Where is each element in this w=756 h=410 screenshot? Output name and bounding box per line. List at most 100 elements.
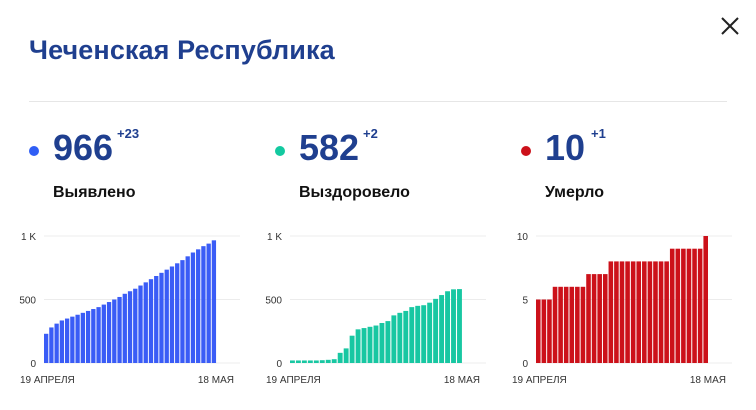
- bar: [75, 314, 80, 363]
- bar: [206, 243, 211, 363]
- bar: [642, 261, 647, 363]
- bar: [201, 246, 206, 363]
- bar: [686, 248, 692, 363]
- bar: [290, 360, 295, 363]
- bar: [580, 286, 586, 363]
- bar: [636, 261, 642, 363]
- bar: [451, 289, 456, 363]
- bar: [49, 327, 54, 363]
- bar: [159, 272, 164, 363]
- y-tick-label: 1 K: [267, 232, 282, 243]
- bar: [295, 360, 301, 363]
- recovered-delta: +2: [363, 126, 378, 141]
- bar: [331, 359, 337, 363]
- bar: [301, 360, 307, 363]
- bar: [185, 256, 190, 363]
- bar: [703, 236, 708, 363]
- bar: [325, 359, 331, 363]
- bar: [619, 261, 625, 363]
- bar: [127, 291, 133, 363]
- bar: [675, 248, 681, 363]
- bar: [653, 261, 658, 363]
- bar: [647, 261, 653, 363]
- chart-confirmed: 0 500 1 K 19 АПРЕЛЯ 18 МАЯ: [19, 232, 240, 386]
- y-tick-label: 0: [522, 359, 528, 370]
- bar: [591, 274, 597, 363]
- bar: [457, 289, 462, 363]
- deaths-delta: +1: [591, 126, 606, 141]
- bar: [59, 320, 65, 363]
- bar: [558, 286, 563, 363]
- bar: [154, 276, 159, 363]
- bar: [563, 286, 569, 363]
- bar: [122, 293, 127, 363]
- bar: [196, 249, 201, 363]
- recovered-dot-icon: [275, 146, 285, 156]
- bar: [319, 360, 325, 363]
- bar: [143, 282, 148, 363]
- y-tick-label: 500: [19, 296, 36, 307]
- bar: [614, 261, 619, 363]
- x-start-label: 19 АПРЕЛЯ: [512, 375, 567, 386]
- bar: [211, 240, 217, 363]
- bar: [190, 252, 196, 363]
- bar: [169, 266, 175, 363]
- bar: [313, 360, 319, 363]
- bar: [117, 296, 122, 363]
- bar: [547, 299, 552, 363]
- bar: [658, 261, 664, 363]
- y-tick-label: 0: [276, 359, 282, 370]
- bar: [138, 285, 143, 363]
- bar: [133, 288, 138, 363]
- confirmed-dot-icon: [29, 146, 39, 156]
- bar: [164, 269, 169, 363]
- bar: [101, 304, 106, 363]
- bar: [373, 325, 379, 363]
- bar: [70, 316, 75, 363]
- bar: [427, 302, 433, 363]
- bar: [80, 312, 85, 363]
- x-end-label: 18 МАЯ: [198, 375, 234, 386]
- bar: [337, 352, 343, 363]
- confirmed-label: Выявлено: [53, 184, 136, 201]
- bar: [575, 286, 580, 363]
- bar: [536, 299, 541, 363]
- bar: [180, 260, 185, 363]
- bar: [361, 328, 367, 363]
- bar: [409, 307, 415, 363]
- bar: [175, 263, 180, 363]
- stat-deaths: 10 +1 Умерло: [521, 126, 741, 216]
- bar: [569, 286, 575, 363]
- recovered-value: 582: [299, 127, 360, 168]
- confirmed-delta: +23: [117, 126, 140, 141]
- x-start-label: 19 АПРЕЛЯ: [266, 375, 321, 386]
- bar: [630, 261, 636, 363]
- bar: [106, 302, 112, 363]
- bar: [608, 261, 614, 363]
- bar: [44, 333, 49, 363]
- bar: [552, 286, 558, 363]
- stat-confirmed: 966 +23 Выявлено: [29, 126, 249, 216]
- bar: [391, 315, 397, 363]
- confirmed-value: 966: [53, 127, 114, 168]
- chart-recovered: 0 500 1 K 19 АПРЕЛЯ 18 МАЯ: [265, 232, 486, 386]
- bar: [697, 248, 703, 363]
- x-end-label: 18 МАЯ: [444, 375, 480, 386]
- bar: [602, 274, 608, 363]
- y-tick-label: 1 K: [21, 232, 36, 243]
- bar: [625, 261, 630, 363]
- bar: [91, 309, 96, 363]
- bar: [681, 248, 686, 363]
- close-icon[interactable]: [718, 14, 742, 38]
- bar: [692, 248, 697, 363]
- bar: [439, 295, 445, 363]
- bar: [415, 305, 421, 363]
- bar: [343, 348, 349, 363]
- bar: [669, 248, 675, 363]
- y-tick-label: 0: [30, 359, 36, 370]
- y-tick-label: 500: [265, 296, 282, 307]
- deaths-label: Умерло: [545, 184, 604, 201]
- deaths-dot-icon: [521, 146, 531, 156]
- bar: [385, 321, 391, 363]
- x-start-label: 19 АПРЕЛЯ: [20, 375, 75, 386]
